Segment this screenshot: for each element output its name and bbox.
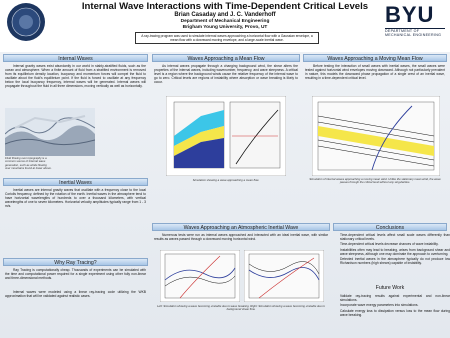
section-header: Waves Approaching an Atmospheric Inertia… <box>152 223 330 231</box>
section-header: Inertial Waves <box>3 178 148 186</box>
caption: Simulation showing a wave approaching a … <box>192 179 260 182</box>
moving-flow-plot <box>312 96 440 176</box>
section-header: Waves Approaching a Mean Flow <box>152 54 300 62</box>
seal <box>7 3 45 41</box>
authors: Brian Casaday and J. C. Vanderhoff <box>174 12 276 18</box>
caption: Left: Simulation showing a wave becoming… <box>157 305 325 312</box>
section-header: Why Ray Tracing? <box>3 258 148 266</box>
logo-subtitle: DEPARTMENT OF MECHANICAL ENGINEERING <box>385 28 445 38</box>
title: Internal Wave Interactions with Time-Dep… <box>81 1 369 12</box>
paragraph: Ray Tracing is computationally cheap. Th… <box>5 268 146 281</box>
atmospheric-plot-left <box>160 250 240 302</box>
section-header: Conclusions <box>333 223 447 231</box>
wave-image <box>5 108 95 156</box>
paragraph: Inertial waves are internal gravity wave… <box>5 188 146 209</box>
logo: BYU <box>385 2 435 27</box>
caption: Simulation of internal waves approaching… <box>309 178 441 185</box>
bullet: Time-dependent critical levels decrease … <box>340 242 450 246</box>
bullet: Time-dependent critical levels affect sm… <box>340 233 450 241</box>
bullet: Incorporate wave energy parameters into … <box>340 303 450 307</box>
subheading: Future Work <box>375 285 405 291</box>
paragraph: Before testing the interaction of small … <box>305 64 445 81</box>
section-header: Waves Approaching a Moving Mean Flow <box>303 54 447 62</box>
atmospheric-plot-right <box>244 250 324 302</box>
bullet: Calculate energy loss to dissipation ver… <box>340 309 450 317</box>
paragraph: Numerous tests were run as internal wave… <box>154 233 328 242</box>
university: Brigham Young University, Provo, UT <box>182 25 268 30</box>
section-header: Internal Waves <box>3 54 148 62</box>
mean-flow-plot <box>166 96 286 176</box>
paragraph: Internal gravity waves exist abundantly … <box>5 64 146 89</box>
future-work-list: Validate ray-tracing results against exp… <box>333 294 450 332</box>
bullet: Instabilities often may lead to breaking… <box>340 248 450 256</box>
paragraph: Internal waves were modeled using a line… <box>5 290 146 299</box>
abstract: A ray-tracing program was used to simula… <box>135 32 319 44</box>
caption: Fluid flowing over topography is a commo… <box>5 157 52 171</box>
bullet: Detected inertial waves in the atmospher… <box>340 257 450 265</box>
paragraph: As internal waves propagate through a ch… <box>154 64 298 85</box>
conclusions-list: Time-dependent critical levels affect sm… <box>333 233 450 285</box>
department: Department of Mechanical Engineering <box>180 19 270 24</box>
bullet: Validate ray-tracing results against exp… <box>340 294 450 302</box>
